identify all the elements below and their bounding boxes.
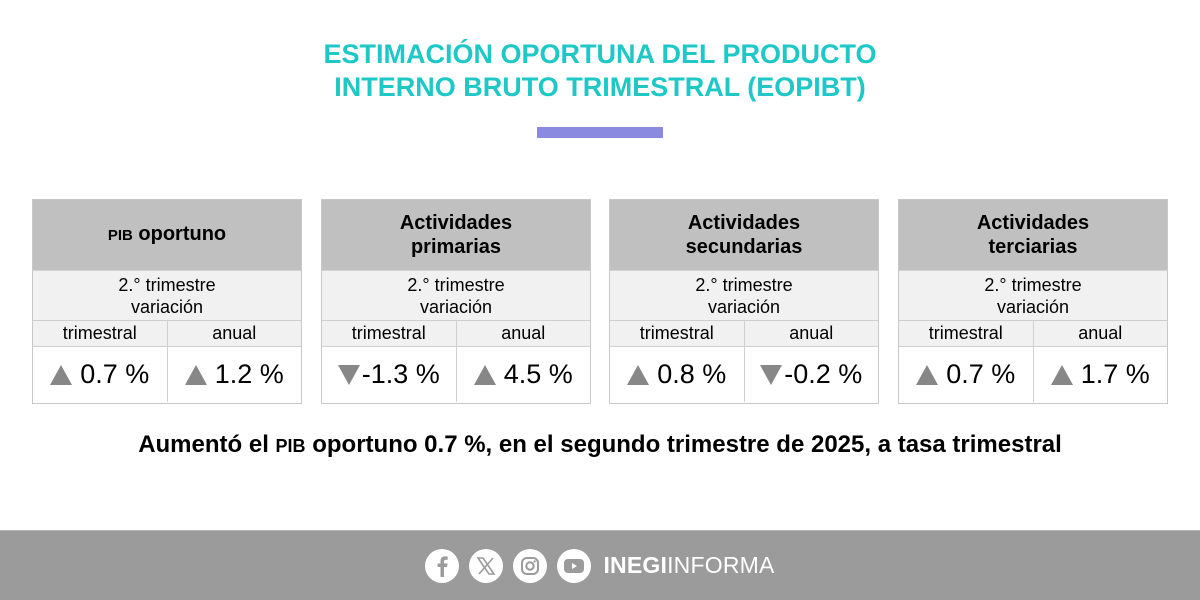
card-actividades-terciarias: Actividades terciarias 2.° trimestre vari… xyxy=(898,199,1168,404)
headline: Aumentó el PIB oportuno 0.7 %, en el seg… xyxy=(138,431,1062,458)
card-title: Actividades terciarias xyxy=(899,200,1167,271)
card-values: 0.8 % -0.2 % xyxy=(610,347,878,402)
card-actividades-primarias: Actividades primarias 2.° trimestre varia… xyxy=(321,199,591,404)
card-period: 2.° trimestre variación xyxy=(610,271,878,321)
indicator-cards: PIB oportuno 2.° trimestre variación tri… xyxy=(32,199,1168,404)
card-column-labels: trimestral anual xyxy=(322,321,590,347)
label-trimestral: trimestral xyxy=(899,321,1034,346)
title-line-1: ESTIMACIÓN OPORTUNA DEL PRODUCTO xyxy=(323,39,877,69)
card-values: 0.7 % 1.2 % xyxy=(33,347,301,402)
card-values: -1.3 % 4.5 % xyxy=(322,347,590,402)
label-anual: anual xyxy=(212,323,257,343)
arrow-up-icon xyxy=(184,364,207,385)
arrow-up-icon xyxy=(627,364,650,385)
x-icon[interactable] xyxy=(469,548,504,583)
arrow-up-icon xyxy=(916,364,939,385)
label-trimestral: trimestral xyxy=(322,321,457,346)
arrow-down-icon xyxy=(760,364,783,385)
footer: INEGIINFORMA xyxy=(0,530,1200,600)
arrow-up-icon xyxy=(50,364,73,385)
arrow-up-icon xyxy=(1050,364,1073,385)
card-column-labels: trimestral anual xyxy=(899,321,1167,347)
value-anual: -0.2 % xyxy=(745,347,879,402)
facebook-icon[interactable] xyxy=(425,548,460,583)
social-links: INEGIINFORMA xyxy=(425,548,775,583)
card-actividades-secundarias: Actividades secundarias 2.° trimestre var… xyxy=(609,199,879,404)
label-anual: anual xyxy=(1078,323,1123,343)
label-anual: anual xyxy=(501,323,546,343)
card-period: 2.° trimestre variación xyxy=(33,271,301,321)
value-trimestral: -1.3 % xyxy=(322,347,457,402)
page-title: ESTIMACIÓN OPORTUNA DEL PRODUCTO INTERNO… xyxy=(0,38,1200,104)
value-anual: 1.7 % xyxy=(1034,347,1168,402)
card-pib-oportuno: PIB oportuno 2.° trimestre variación tri… xyxy=(32,199,302,404)
arrow-up-icon xyxy=(473,364,496,385)
youtube-icon[interactable] xyxy=(557,548,592,583)
arrow-down-icon xyxy=(337,364,360,385)
card-title: Actividades secundarias xyxy=(610,200,878,271)
card-period: 2.° trimestre variación xyxy=(899,271,1167,321)
title-line-2: INTERNO BRUTO TRIMESTRAL (EOPIBT) xyxy=(334,72,866,102)
brand-logo: INEGIINFORMA xyxy=(603,552,775,578)
card-column-labels: trimestral anual xyxy=(33,321,301,347)
label-anual: anual xyxy=(789,323,834,343)
card-title: PIB oportuno xyxy=(33,200,301,271)
value-anual: 4.5 % xyxy=(457,347,591,402)
title-accent-bar xyxy=(537,127,663,138)
label-trimestral: trimestral xyxy=(33,321,168,346)
instagram-icon[interactable] xyxy=(513,548,548,583)
label-trimestral: trimestral xyxy=(610,321,745,346)
value-trimestral: 0.7 % xyxy=(33,347,168,402)
value-anual: 1.2 % xyxy=(168,347,302,402)
card-column-labels: trimestral anual xyxy=(610,321,878,347)
card-values: 0.7 % 1.7 % xyxy=(899,347,1167,402)
card-title: Actividades primarias xyxy=(322,200,590,271)
card-period: 2.° trimestre variación xyxy=(322,271,590,321)
value-trimestral: 0.7 % xyxy=(899,347,1034,402)
value-trimestral: 0.8 % xyxy=(610,347,745,402)
